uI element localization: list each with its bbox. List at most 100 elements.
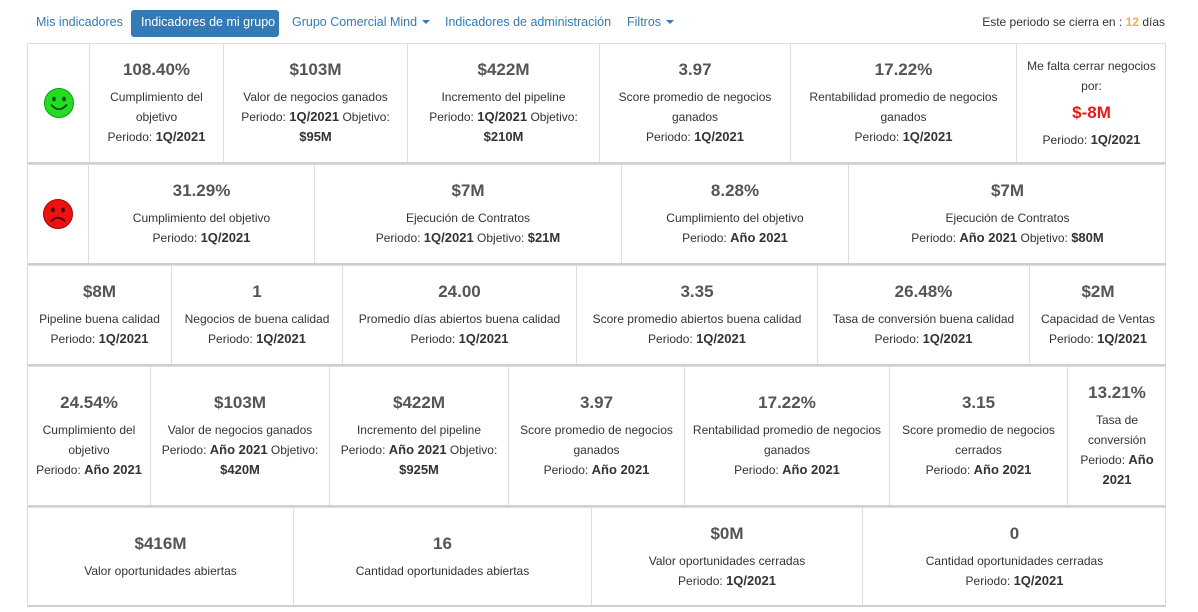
kpi-label: Capacidad de Ventas — [1040, 312, 1156, 326]
kpi-period: Periodo: 1Q/2021 — [108, 127, 206, 147]
kpi-value: 16 — [433, 533, 452, 553]
kpi-value: 17.22% — [758, 393, 816, 412]
kpi-value: 13.21% — [1088, 383, 1146, 402]
kpi-label: Pipeline buena calidad — [39, 312, 160, 326]
kpi-card: 3.15 Score promedio de negocios cerrados… — [889, 367, 1067, 505]
kpi-label: Ejecución de Contratos — [945, 211, 1070, 225]
kpi-label: Cumplimiento del objetivo — [110, 90, 203, 124]
kpi-label: Cumplimiento del objetivo — [132, 211, 271, 225]
kpi-period: Periodo: Año 2021 — [36, 460, 142, 480]
kpi-card: 16 Cantidad oportunidades abiertas — [293, 508, 591, 605]
kpi-value: 3.35 — [680, 282, 714, 301]
kpi-period: Periodo: 1Q/2021 — [875, 329, 973, 349]
kpi-period-value: 1Q/2021 — [155, 129, 206, 144]
kpi-target-value: $925M — [399, 462, 439, 477]
kpi-label: Valor oportunidades abiertas — [84, 563, 237, 578]
kpi-period-value: 1Q/2021 — [458, 331, 509, 346]
kpi-target-label: Objetivo: — [1020, 231, 1068, 245]
kpi-value: 31.29% — [172, 181, 231, 200]
kpi-label: Incremento del pipeline — [356, 423, 482, 437]
kpi-target-value: $21M — [527, 230, 561, 245]
kpi-period-label: Periodo: — [543, 463, 589, 477]
period-prefix: Este periodo se cierra en : — [982, 15, 1123, 29]
kpi-label: Valor de negocios ganados — [243, 90, 388, 104]
kpi-period: Periodo: 1Q/2021 — [153, 228, 251, 248]
kpi-label: Cumplimiento del objetivo — [42, 423, 136, 457]
kpi-period-label: Periodo: — [1080, 453, 1126, 467]
kpi-value: 1 — [252, 282, 262, 301]
dropdown-grupo-comercial[interactable]: Grupo Comercial Mind — [282, 10, 440, 37]
kpi-period: Periodo: 1Q/2021 — [646, 127, 744, 147]
kpi-period-value: Año 2021 — [959, 230, 1018, 245]
kpi-card: 17.22% Rentabilidad promedio de negocios… — [790, 44, 1016, 162]
kpi-label: Cantidad oportunidades cerradas — [925, 553, 1104, 568]
kpi-period-label: Periodo: — [734, 463, 779, 477]
kpi-value: 3.97 — [678, 60, 712, 79]
kpi-period: Periodo: Año 2021 — [734, 460, 840, 480]
kpi-value: $7M — [451, 181, 485, 200]
kpi-card: 3.97 Score promedio de negocios ganados … — [599, 44, 790, 162]
kpi-label: Me falta cerrar negocios por: — [1027, 59, 1156, 93]
kpi-period-value: 1Q/2021 — [1013, 572, 1064, 588]
kpi-period-value: 1Q/2021 — [1090, 132, 1141, 147]
kpi-card: $416M Valor oportunidades abiertas — [28, 508, 293, 605]
kpi-card: $422M Incremento del pipeline Periodo: A… — [329, 367, 508, 505]
kpi-label: Cumplimiento del objetivo — [666, 211, 804, 225]
kpi-card: 26.48% Tasa de conversión buena calidad … — [817, 266, 1029, 364]
kpi-period-label: Periodo: — [1042, 133, 1088, 147]
kpi-label: Cantidad oportunidades abiertas — [355, 563, 530, 578]
kpi-value: $422M — [477, 60, 530, 79]
kpi-value: $0M — [710, 523, 744, 543]
kpi-period-label: Periodo: — [646, 130, 691, 144]
kpi-period-label: Periodo: — [340, 443, 386, 457]
kpi-label: Tasa de conversión buena calidad — [832, 312, 1015, 326]
kpi-row-2: 31.29% Cumplimiento del objetivo Periodo… — [27, 164, 1166, 265]
kpi-label: Valor oportunidades cerradas — [648, 553, 806, 568]
kpi-card: $7M Ejecución de Contratos Periodo: Año … — [848, 165, 1166, 263]
kpi-card: 24.00 Promedio días abiertos buena calid… — [342, 266, 576, 364]
kpi-card: 31.29% Cumplimiento del objetivo Periodo… — [88, 165, 314, 263]
kpi-period-label: Periodo: — [161, 443, 207, 457]
tab-indicadores-administracion[interactable]: Indicadores de administración — [445, 15, 612, 29]
kpi-value: $416M — [134, 533, 187, 553]
dropdown-filtros[interactable]: Filtros — [617, 10, 684, 37]
top-navigation: Mis indicadores Indicadores de mi grupo … — [0, 0, 1198, 44]
kpi-period-label: Periodo: — [965, 573, 1011, 588]
kpi-row-4: 24.54% Cumplimiento del objetivo Periodo… — [27, 366, 1166, 507]
kpi-label: Promedio días abiertos buena calidad — [358, 312, 561, 326]
kpi-period-value: 1Q/2021 — [256, 331, 306, 346]
kpi-target-value: $210M — [483, 129, 524, 144]
kpi-period: Periodo: 1Q/2021 — [648, 329, 746, 349]
kpi-card: 8.28% Cumplimiento del objetivo Periodo:… — [621, 165, 848, 263]
kpi-period-label: Periodo: — [241, 110, 286, 124]
kpi-period-label: Periodo: — [925, 463, 971, 477]
kpi-period-label: Periodo: — [1049, 332, 1094, 346]
kpi-target-label: Objetivo: — [342, 110, 390, 124]
dropdown-grupo-comercial-label: Grupo Comercial Mind — [292, 15, 418, 29]
kpi-period-value: 1Q/2021 — [1097, 331, 1147, 346]
kpi-period-label: Periodo: — [50, 332, 96, 346]
kpi-label: Score promedio de negocios ganados — [520, 423, 673, 457]
tab-indicadores-de-mi-grupo[interactable]: Indicadores de mi grupo — [131, 10, 279, 37]
kpi-target-label: Objetivo: — [449, 443, 498, 457]
kpi-card: 108.40% Cumplimiento del objetivo Period… — [89, 44, 223, 162]
kpi-target-label: Objetivo: — [530, 110, 578, 124]
kpi-card: $103M Valor de negocios ganados Periodo:… — [223, 44, 407, 162]
kpi-period-value: 1Q/2021 — [289, 109, 340, 124]
kpi-period-value: 1Q/2021 — [902, 129, 953, 144]
kpi-card: 1 Negocios de buena calidad Periodo: 1Q/… — [171, 266, 342, 364]
tab-mis-indicadores[interactable]: Mis indicadores — [36, 15, 123, 29]
status-cell — [28, 165, 88, 263]
kpi-target-value: $95M — [299, 129, 332, 144]
kpi-period-label: Periodo: — [107, 130, 153, 144]
kpi-row-3: $8M Pipeline buena calidad Periodo: 1Q/2… — [27, 265, 1166, 366]
kpi-period: Periodo: Año 2021 — [682, 228, 788, 248]
kpi-period: Periodo: 1Q/2021 — [855, 127, 953, 147]
kpi-period-label: Periodo: — [682, 231, 727, 245]
kpi-period: Periodo: 1Q/2021 — [1049, 329, 1147, 349]
kpi-period-value: Año 2021 — [973, 462, 1032, 477]
kpi-value: 8.28% — [710, 181, 760, 200]
kpi-period: Periodo: 1Q/2021 — [1043, 130, 1141, 150]
kpi-period-value: 1Q/2021 — [98, 331, 149, 346]
kpi-value: 17.22% — [874, 60, 933, 79]
